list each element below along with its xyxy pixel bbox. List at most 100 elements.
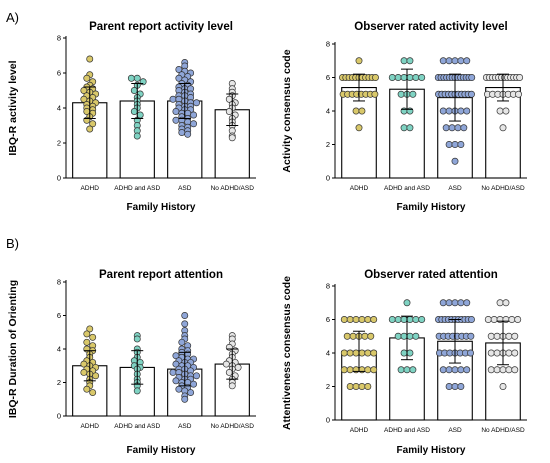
data-point xyxy=(457,299,465,307)
data-point xyxy=(222,360,230,368)
data-point xyxy=(175,385,183,393)
x-axis-label: Family History xyxy=(127,445,196,456)
data-point xyxy=(169,369,177,376)
data-point xyxy=(487,349,495,357)
y-tick-label: 6 xyxy=(326,73,330,82)
data-point xyxy=(181,320,189,328)
data-point xyxy=(487,366,495,374)
data-point xyxy=(228,134,236,142)
data-point xyxy=(445,57,453,65)
data-point xyxy=(463,299,471,307)
y-tick-label: 2 xyxy=(326,140,330,149)
data-point xyxy=(511,366,519,374)
data-point xyxy=(388,74,396,81)
data-point xyxy=(364,316,372,323)
data-point xyxy=(352,107,360,115)
data-point xyxy=(370,349,378,357)
data-point xyxy=(409,366,417,374)
y-tick-label: 0 xyxy=(326,416,330,425)
data-point xyxy=(89,333,97,341)
data-point xyxy=(439,299,447,307)
data-point xyxy=(349,332,357,340)
data-point xyxy=(502,299,510,307)
data-point xyxy=(130,87,138,94)
y-tick-label: 8 xyxy=(326,40,330,49)
data-point xyxy=(346,366,354,374)
x-axis-label: Family History xyxy=(127,202,196,213)
y-tick-label: 0 xyxy=(57,412,61,421)
data-point xyxy=(439,107,447,115)
data-point xyxy=(484,316,492,323)
data-point xyxy=(190,111,198,119)
data-point xyxy=(499,383,507,390)
y-tick-label: 2 xyxy=(57,378,61,387)
data-point xyxy=(352,349,360,357)
data-point xyxy=(181,395,189,403)
chart-title: Observer rated attention xyxy=(364,269,498,281)
category-label: No ADHD/ASD xyxy=(481,185,525,192)
data-point xyxy=(364,366,372,374)
data-point xyxy=(346,349,354,357)
data-point xyxy=(463,366,471,374)
data-point xyxy=(515,90,523,98)
data-point xyxy=(80,369,88,376)
data-point xyxy=(439,57,447,65)
data-point xyxy=(127,74,135,82)
data-point xyxy=(228,382,236,390)
data-point xyxy=(418,316,426,323)
data-point xyxy=(457,141,465,148)
data-point xyxy=(516,74,524,81)
data-point xyxy=(89,389,97,396)
data-point xyxy=(403,299,411,307)
data-point xyxy=(397,366,405,374)
bar-no-adhd-asd xyxy=(485,87,521,179)
data-point xyxy=(508,316,516,323)
data-point xyxy=(514,316,522,323)
data-point xyxy=(89,120,97,128)
data-point xyxy=(460,124,468,132)
category-label: ADHD and ASD xyxy=(384,427,430,434)
data-point xyxy=(358,383,366,390)
data-point xyxy=(406,74,414,81)
data-point xyxy=(352,383,360,390)
chart-panel-1: Parent report activity level IBQ-R activi… xyxy=(7,21,256,213)
data-point xyxy=(412,332,420,340)
category-label: ASD xyxy=(178,185,192,192)
data-point xyxy=(511,332,519,340)
data-point xyxy=(343,332,351,340)
data-point xyxy=(493,349,501,357)
data-point xyxy=(502,107,510,115)
data-point xyxy=(133,335,141,343)
data-point xyxy=(181,312,189,319)
data-point xyxy=(406,332,414,340)
data-point xyxy=(467,349,475,357)
data-point xyxy=(451,157,459,165)
data-point xyxy=(409,90,417,98)
data-point xyxy=(83,385,91,393)
data-point xyxy=(451,141,459,148)
y-axis-label: Activity consensus code xyxy=(281,49,293,172)
data-point xyxy=(467,332,475,340)
chart-panel-2: Observer rated activity level Activity co… xyxy=(281,21,527,213)
data-point xyxy=(178,129,186,136)
data-point xyxy=(355,124,363,132)
data-point xyxy=(468,316,475,323)
data-point xyxy=(178,338,186,346)
category-label: ASD xyxy=(448,427,462,434)
data-point xyxy=(394,74,402,81)
data-point xyxy=(445,299,453,307)
data-point xyxy=(457,383,465,390)
data-point xyxy=(445,383,453,390)
data-point xyxy=(406,124,414,132)
y-tick-label: 4 xyxy=(57,104,61,113)
data-point xyxy=(406,57,414,65)
data-point xyxy=(172,116,180,124)
data-point xyxy=(412,74,420,81)
data-point xyxy=(394,316,402,323)
category-label: ASD xyxy=(178,423,192,430)
chart-title: Observer rated activity level xyxy=(354,21,507,33)
data-point xyxy=(451,383,459,390)
chart-title: Parent report attention xyxy=(99,269,223,281)
data-point xyxy=(346,316,354,323)
data-point xyxy=(133,387,141,395)
